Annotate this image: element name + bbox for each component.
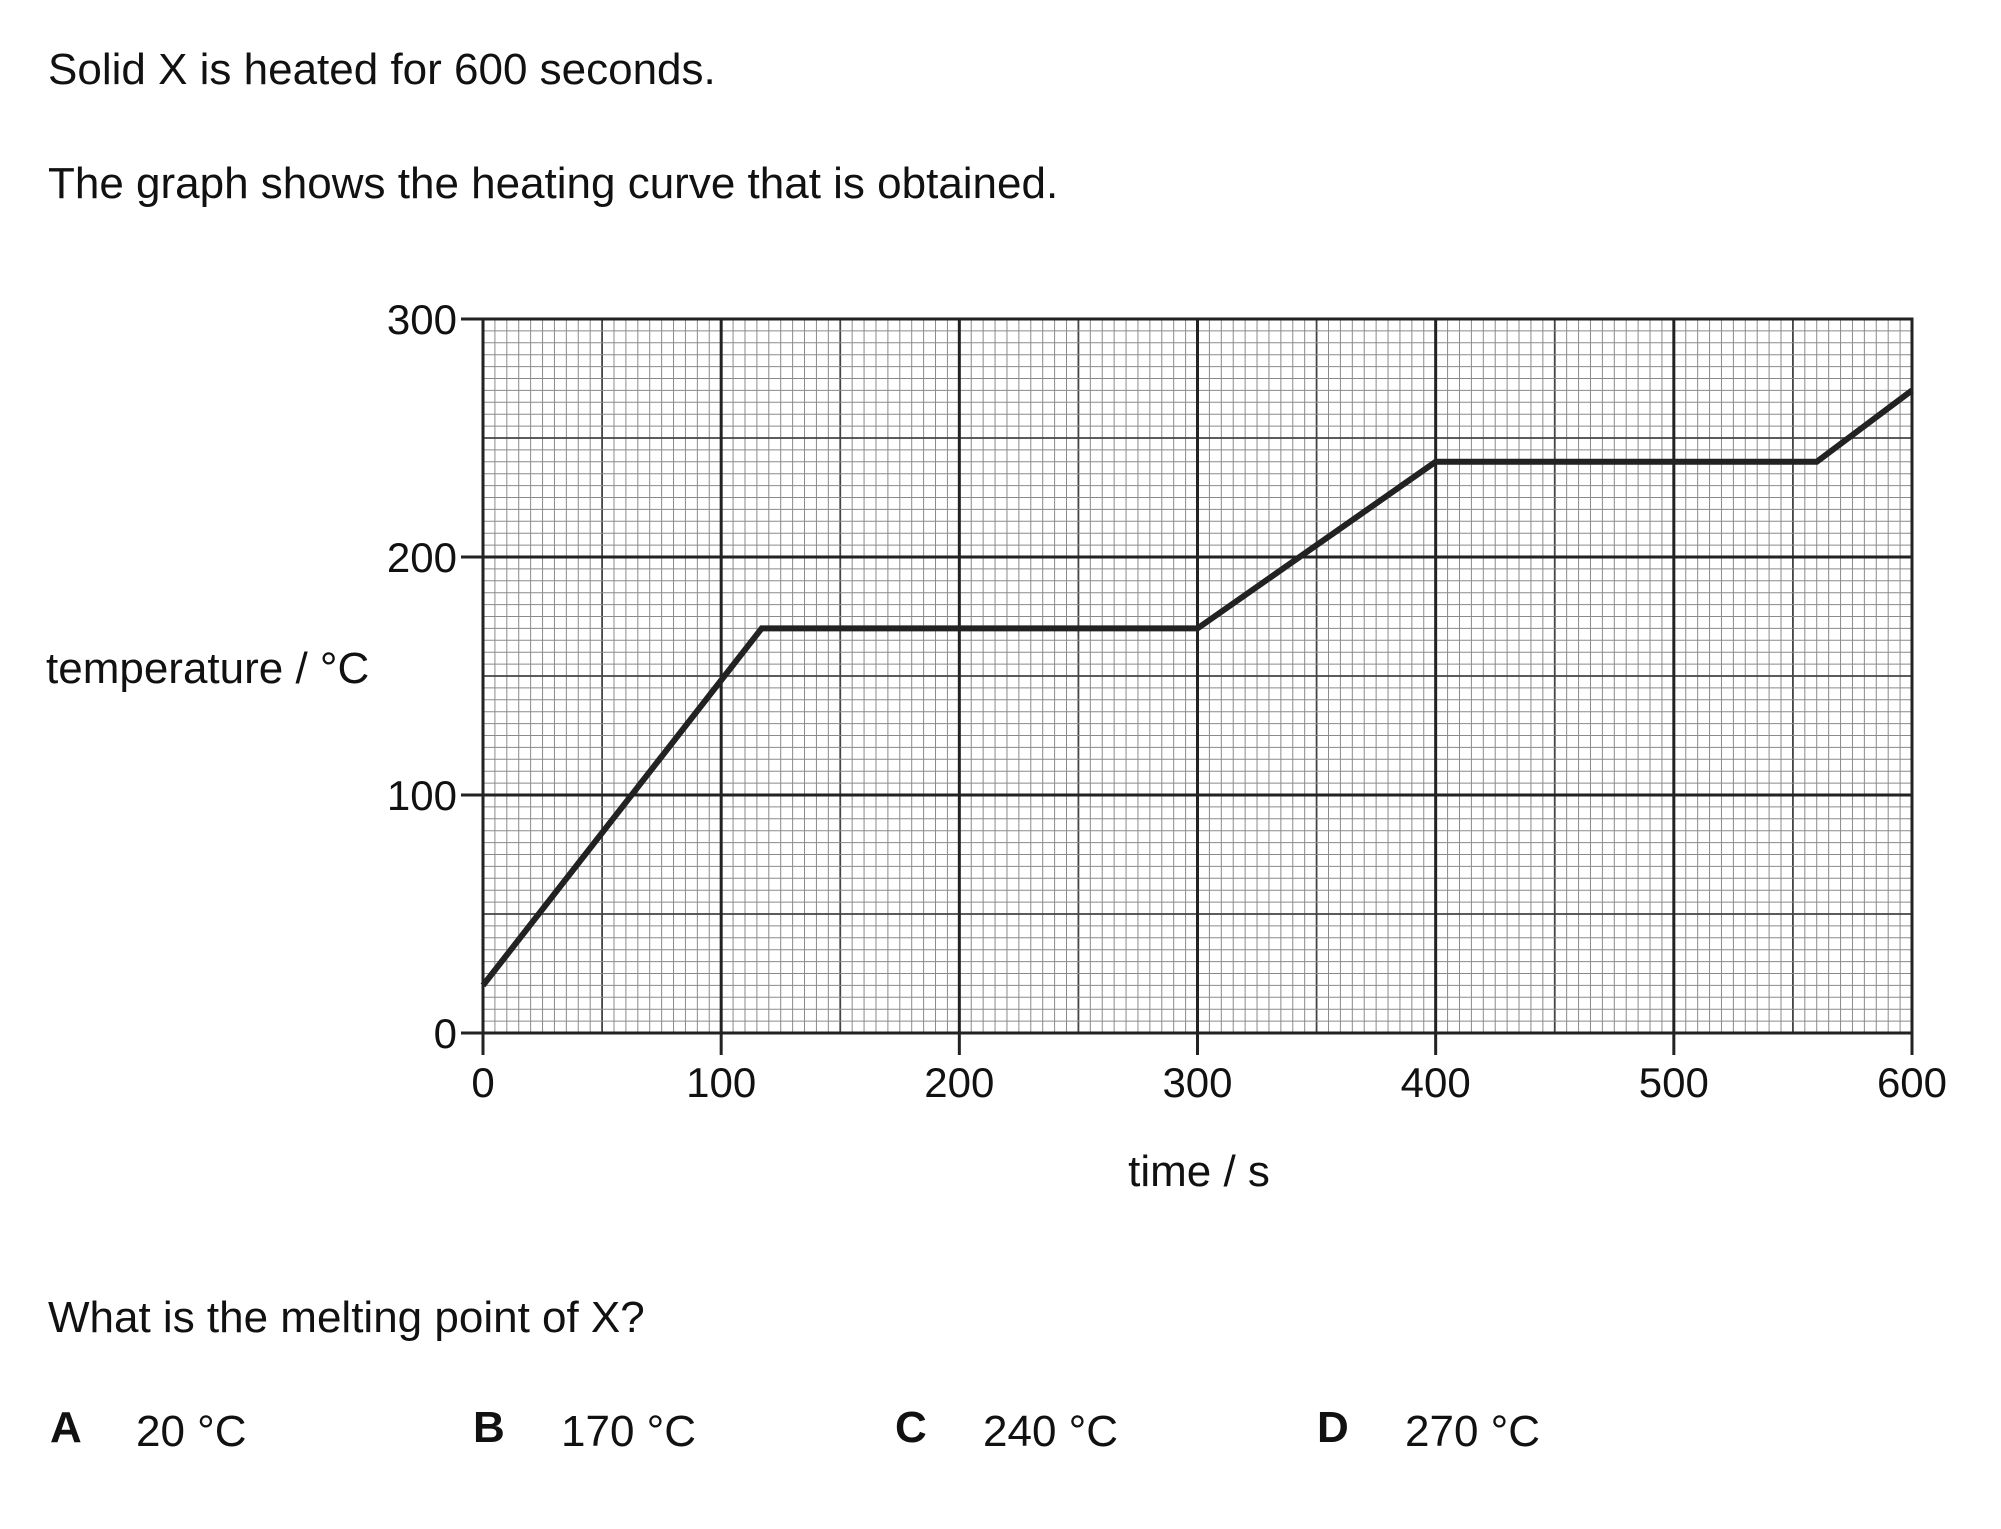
option-a-letter: A [50, 1403, 82, 1452]
y-axis-label: temperature / °C [46, 644, 369, 693]
question-text: What is the melting point of X? [48, 1293, 645, 1342]
option-c-value: 240 °C [983, 1407, 1119, 1456]
option-a-value: 20 °C [136, 1407, 247, 1456]
y-tick-label: 200 [387, 534, 457, 581]
y-tick-label: 300 [387, 296, 457, 343]
option-b-letter: B [473, 1403, 505, 1452]
x-tick-label: 200 [924, 1059, 994, 1106]
option-c-letter: C [895, 1403, 927, 1452]
x-axis-label: time / s [1128, 1147, 1270, 1196]
y-tick-label: 100 [387, 772, 457, 819]
intro-text-line-1: Solid X is heated for 600 seconds. [48, 45, 716, 94]
series-layer [480, 387, 1914, 988]
series-line-0 [480, 387, 1914, 988]
y-tick-label: 0 [434, 1010, 457, 1057]
x-tick-label: 0 [471, 1059, 494, 1106]
x-tick-label: 300 [1162, 1059, 1232, 1106]
x-tick-label: 100 [686, 1059, 756, 1106]
tick-labels: 0 100 200 300 0 100 200 300 400 500 600 [387, 296, 1947, 1106]
option-d-value: 270 °C [1405, 1407, 1541, 1456]
axis-ticks [461, 317, 1914, 1055]
intro-text-line-2: The graph shows the heating curve that i… [48, 159, 1059, 208]
x-tick-label: 600 [1877, 1059, 1947, 1106]
option-d-letter: D [1317, 1403, 1349, 1452]
x-tick-label: 400 [1401, 1059, 1471, 1106]
option-b-value: 170 °C [561, 1407, 697, 1456]
x-tick-label: 500 [1639, 1059, 1709, 1106]
